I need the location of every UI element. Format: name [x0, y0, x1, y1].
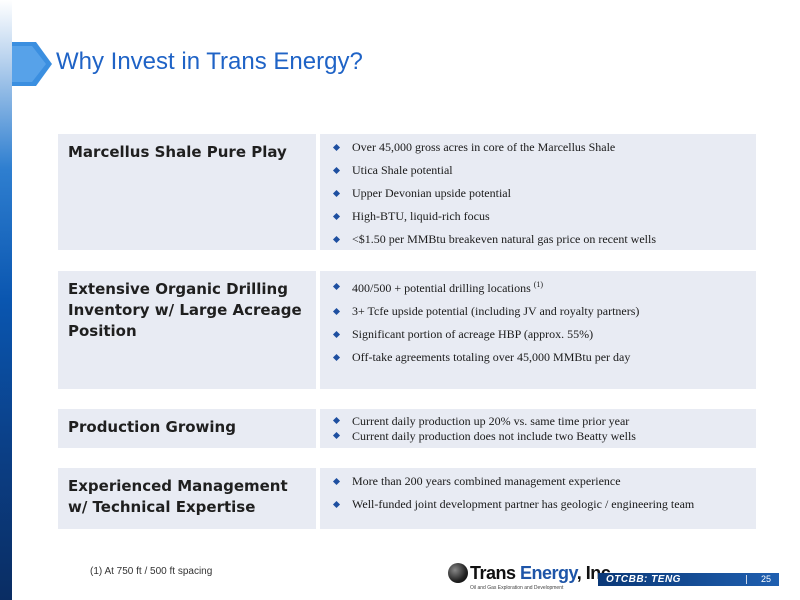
investment-row-marcellus: Marcellus Shale Pure Play Over 45,000 gr… [58, 134, 756, 250]
list-item: Off-take agreements totaling over 45,000… [330, 350, 746, 365]
diamond-bullet-icon [332, 477, 341, 485]
diamond-bullet-icon [332, 353, 341, 361]
bullet-text: Current daily production does not includ… [352, 429, 636, 443]
row-label: Extensive Organic Drilling Inventory w/ … [58, 271, 316, 389]
diamond-bullet-icon [332, 189, 341, 197]
bullet-text: Over 45,000 gross acres in core of the M… [352, 140, 616, 154]
row-label: Experienced Management w/ Technical Expe… [58, 468, 316, 529]
diamond-bullet-icon [332, 500, 341, 508]
investment-row-drilling: Extensive Organic Drilling Inventory w/ … [58, 271, 756, 389]
diamond-bullet-icon [332, 212, 341, 220]
diamond-bullet-icon [332, 235, 341, 243]
ticker-bar: OTCBB: TENG 25 [598, 573, 779, 586]
logo-tagline: Oil and Gas Exploration and Development [470, 585, 564, 591]
ticker-symbol: OTCBB: TENG [606, 574, 681, 585]
arrow-chevron-icon [12, 42, 52, 86]
bullet-text: More than 200 years combined management … [352, 474, 621, 488]
list-item: 3+ Tcfe upside potential (including JV a… [330, 304, 746, 319]
list-item: Over 45,000 gross acres in core of the M… [330, 140, 746, 155]
investment-row-production: Production Growing Current daily product… [58, 409, 756, 448]
row-bullets: More than 200 years combined management … [320, 468, 756, 529]
row-label: Production Growing [58, 409, 316, 448]
list-item: Well-funded joint development partner ha… [330, 497, 746, 512]
bullet-list: More than 200 years combined management … [330, 474, 746, 512]
logo-name: Trans Energy, Inc. [470, 563, 615, 584]
list-item: Significant portion of acreage HBP (appr… [330, 327, 746, 342]
bullet-text: Off-take agreements totaling over 45,000… [352, 350, 631, 364]
bullet-text: Upper Devonian upside potential [352, 186, 511, 200]
bullet-text: Utica Shale potential [352, 163, 453, 177]
bullet-text: <$1.50 per MMBtu breakeven natural gas p… [352, 232, 657, 246]
list-item: More than 200 years combined management … [330, 474, 746, 489]
bullet-text: 400/500 + potential drilling locations [352, 281, 531, 295]
bullet-list: 400/500 + potential drilling locations (… [330, 277, 746, 365]
globe-logo-icon [448, 563, 468, 583]
list-item: Utica Shale potential [330, 163, 746, 178]
diamond-bullet-icon [332, 330, 341, 338]
investment-row-management: Experienced Management w/ Technical Expe… [58, 468, 756, 529]
page-number: 25 [760, 574, 771, 584]
page-title: Why Invest in Trans Energy? [56, 48, 363, 75]
diamond-bullet-icon [332, 416, 341, 425]
diamond-bullet-icon [332, 431, 341, 440]
diamond-bullet-icon [332, 282, 341, 290]
list-item: High-BTU, liquid-rich focus [330, 209, 746, 224]
row-label: Marcellus Shale Pure Play [58, 134, 316, 250]
row-bullets: Over 45,000 gross acres in core of the M… [320, 134, 756, 250]
bullet-text: High-BTU, liquid-rich focus [352, 209, 490, 223]
company-logo: Trans Energy, Inc. Oil and Gas Explorati… [448, 561, 615, 595]
row-bullets: 400/500 + potential drilling locations (… [320, 271, 756, 389]
bullet-text: Significant portion of acreage HBP (appr… [352, 327, 594, 341]
bullet-text: Well-funded joint development partner ha… [352, 497, 695, 511]
list-item: Upper Devonian upside potential [330, 186, 746, 201]
row-bullets: Current daily production up 20% vs. same… [320, 409, 756, 448]
bullet-list: Current daily production up 20% vs. same… [330, 414, 746, 443]
left-accent-bar [0, 0, 12, 600]
footnote: (1) At 750 ft / 500 ft spacing [90, 566, 213, 577]
diamond-bullet-icon [332, 166, 341, 174]
logo-name-part: Energy [520, 563, 577, 583]
bullet-text: Current daily production up 20% vs. same… [352, 414, 630, 428]
list-item: 400/500 + potential drilling locations (… [330, 277, 746, 296]
diamond-bullet-icon [332, 143, 341, 151]
logo-name-part: Trans [470, 563, 521, 583]
list-item: Current daily production up 20% vs. same… [330, 414, 746, 428]
divider [746, 575, 747, 584]
footnote-marker: (1) [533, 280, 544, 289]
list-item: <$1.50 per MMBtu breakeven natural gas p… [330, 232, 746, 247]
bullet-list: Over 45,000 gross acres in core of the M… [330, 140, 746, 247]
bullet-text: 3+ Tcfe upside potential (including JV a… [352, 304, 640, 318]
diamond-bullet-icon [332, 307, 341, 315]
list-item: Current daily production does not includ… [330, 429, 746, 443]
